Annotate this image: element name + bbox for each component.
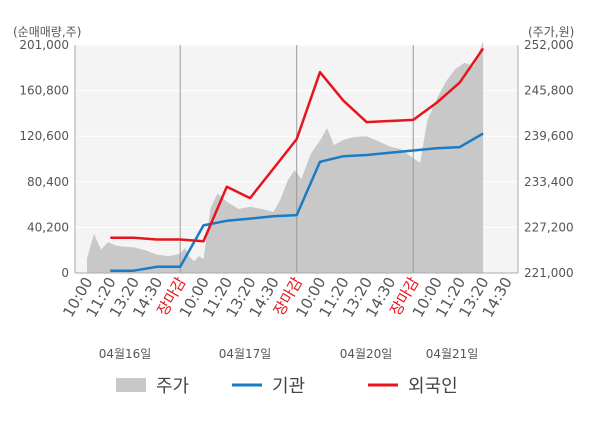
right-axis-unit: (주가,원): [528, 25, 574, 39]
series-lines: [110, 47, 485, 272]
legend-label: 외국인: [408, 376, 458, 397]
date-label: 04월17일: [219, 347, 272, 361]
x-axis: 10:0011:2013:2014:30장마감10:0011:2013:2014…: [59, 272, 518, 320]
left-axis-unit: (순매매량,주): [13, 25, 81, 39]
right-tick-label: 221,000: [524, 266, 574, 280]
date-label: 04월16일: [99, 347, 152, 361]
right-tick-label: 233,400: [524, 175, 574, 189]
date-labels: 04월16일 04월17일 04월20일 04월21일: [99, 347, 479, 361]
price-area-layer: [87, 41, 484, 273]
legend-label: 기관: [272, 376, 305, 397]
left-tick-label: 120,600: [19, 129, 69, 143]
left-tick-label: 201,000: [19, 38, 69, 52]
left-tick-label: 0: [61, 266, 69, 280]
left-tick-label: 80,400: [27, 175, 69, 189]
price-area: [87, 41, 484, 273]
right-axis: 252,000 245,800 239,600 233,400 227,200 221,0…: [517, 38, 574, 280]
legend-label: 주가: [156, 376, 189, 397]
legend: 주가 기관 외국인: [116, 376, 458, 397]
right-tick-label: 245,800: [524, 84, 574, 98]
right-tick-label: 227,200: [524, 220, 574, 234]
left-tick-label: 40,200: [27, 220, 69, 234]
right-tick-label: 239,600: [524, 129, 574, 143]
date-label: 04월20일: [340, 347, 393, 361]
series-line-외국인: [110, 47, 485, 243]
day-separators: [179, 45, 414, 273]
left-axis: 201,000 160,800 120,600 80,400 40,200 0: [19, 38, 76, 280]
series-line-기관: [110, 132, 484, 272]
date-label: 04월21일: [426, 347, 479, 361]
left-tick-label: 160,800: [19, 84, 69, 98]
legend-swatch-area: [116, 378, 146, 392]
right-tick-label: 252,000: [524, 38, 574, 52]
